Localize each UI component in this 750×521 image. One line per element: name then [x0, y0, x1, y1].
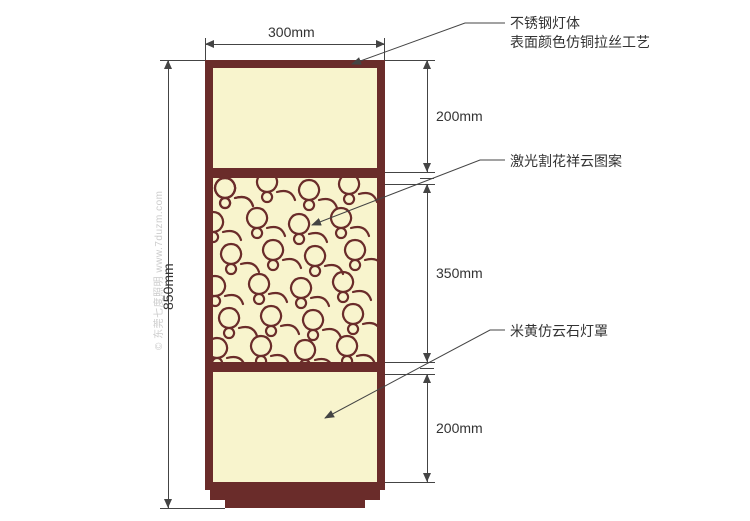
dim-seg-line — [427, 374, 428, 482]
dim-seg-line — [427, 184, 428, 362]
callout-body: 不锈钢灯体 表面颜色仿铜拉丝工艺 — [510, 14, 650, 52]
dim-arrow — [376, 40, 385, 48]
dim-break — [420, 368, 434, 369]
callout-body-line2: 表面颜色仿铜拉丝工艺 — [510, 34, 650, 50]
dim-arrow — [423, 60, 431, 69]
diagram-canvas: © 东莞七度照明 www.7duzm.com — [0, 0, 750, 521]
dim-width-line — [205, 44, 385, 45]
cloud-pattern-icon — [213, 178, 377, 362]
dim-arrow — [423, 163, 431, 172]
lamp-base-lower — [225, 500, 365, 508]
panel-top — [213, 68, 377, 168]
dim-arrow — [423, 353, 431, 362]
dim-arrow — [423, 374, 431, 383]
dim-ext — [385, 172, 435, 173]
dim-height-label: 850mm — [160, 263, 176, 310]
dim-top-panel-label: 200mm — [436, 108, 483, 124]
callout-shade-line1: 米黄仿云石灯罩 — [510, 323, 608, 339]
dim-ext — [385, 362, 435, 363]
lamp-base-upper — [210, 490, 380, 500]
callout-pattern: 激光割花祥云图案 — [510, 152, 622, 171]
dim-mid-panel-label: 350mm — [436, 265, 483, 281]
lamp-body — [205, 60, 385, 490]
dim-width-label: 300mm — [268, 24, 315, 40]
callout-body-line1: 不锈钢灯体 — [510, 15, 580, 31]
callout-shade: 米黄仿云石灯罩 — [510, 322, 608, 341]
dim-bot-panel-label: 200mm — [436, 420, 483, 436]
dim-arrow — [164, 60, 172, 69]
dim-arrow — [164, 499, 172, 508]
dim-seg-line — [427, 60, 428, 172]
dim-arrow — [423, 184, 431, 193]
panel-middle-pattern — [213, 178, 377, 362]
panel-bottom — [213, 372, 377, 482]
dim-break — [420, 178, 434, 179]
dim-arrow — [205, 40, 214, 48]
callout-pattern-line1: 激光割花祥云图案 — [510, 153, 622, 169]
dim-ext — [160, 508, 225, 509]
dim-ext — [385, 482, 435, 483]
dim-arrow — [423, 473, 431, 482]
